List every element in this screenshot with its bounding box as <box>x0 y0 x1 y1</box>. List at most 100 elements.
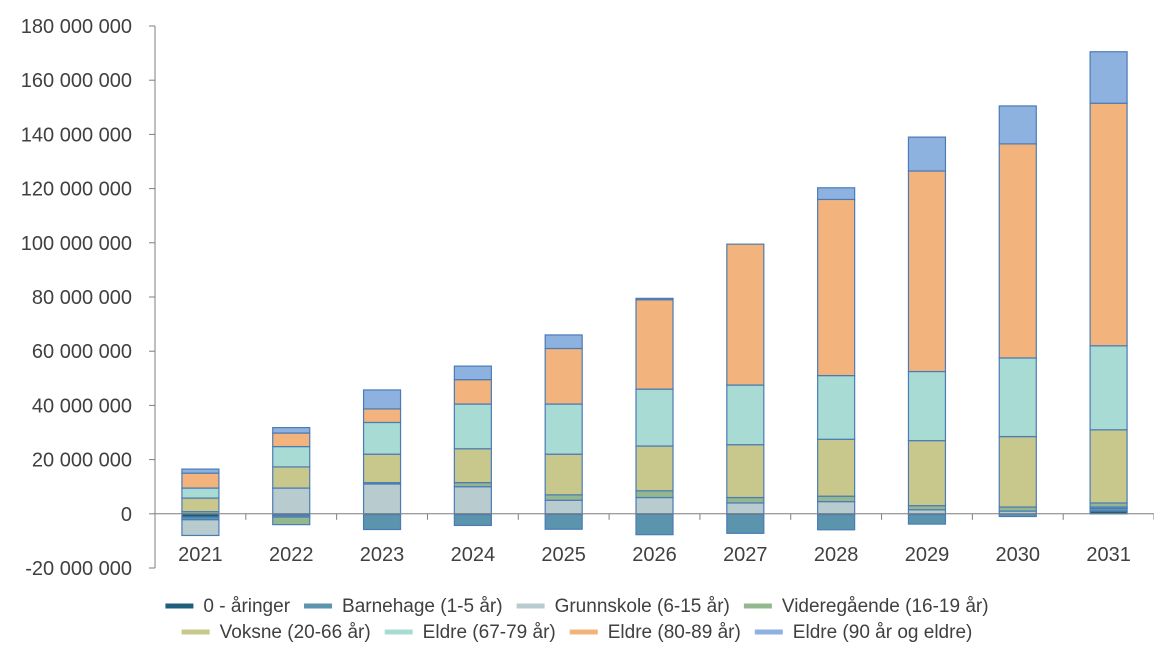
bar-segment-2030-s3 <box>998 506 1037 512</box>
bar-segment-2025-s6 <box>544 347 583 405</box>
bar-segment-2026-s5 <box>635 388 674 447</box>
bar-segment-2026-s4 <box>635 445 674 492</box>
bar-segment-2025-s1 <box>544 513 583 530</box>
bar-segment-2026-s2 <box>635 496 674 515</box>
bar-segment-2029-s3 <box>907 505 947 511</box>
bar-segment-2029-s4 <box>907 440 947 507</box>
bar-segment-2023-s6 <box>362 408 402 424</box>
bar-segment-2025-s7 <box>544 334 583 350</box>
bar-segment-2025-s4 <box>544 453 583 496</box>
bar-segment-2026-s6 <box>635 299 674 390</box>
bar-segment-2029-s2 <box>907 509 947 515</box>
legend-label: Videregående (16-19 år) <box>782 596 989 617</box>
bar-segment-2030-s6 <box>998 143 1037 359</box>
bar-segment-2027-s2 <box>726 502 765 515</box>
bar-segment-2024-s1 <box>453 514 492 527</box>
y-tick-label: 0 <box>121 504 132 526</box>
bars-layer <box>181 51 1128 537</box>
bar-segment-2021-s7 <box>181 468 220 474</box>
x-tick-label: 2031 <box>1086 544 1131 566</box>
bar-segment-2026-s3 <box>635 490 674 499</box>
legend-label: 0 - åringer <box>203 596 290 617</box>
bar-segment-2028-s2 <box>817 501 856 515</box>
bar-segment-2028-s1 <box>817 514 856 531</box>
bar-segment-2022-s5 <box>272 445 311 468</box>
bar-segment-2023-s5 <box>362 421 402 455</box>
axes-layer: -20 000 000 0 20 000 000 40 000 000 60 000 0… <box>21 16 1154 580</box>
bar-segment-2021-s4 <box>181 497 220 513</box>
bar-segment-2028-s7 <box>817 187 856 201</box>
legend: 0 - åringer Barnehage (1-5 år) Grunnskole … <box>165 596 989 643</box>
bar-segment-2024-s5 <box>453 403 492 450</box>
bar-segment-2022-s4 <box>272 466 311 489</box>
bar-segment-2028-s6 <box>817 198 856 377</box>
bar-segment-2028-s3 <box>817 495 856 503</box>
legend-label: Eldre (80-89 år) <box>608 622 741 643</box>
legend-label: Eldre (67-79 år) <box>423 622 556 643</box>
legend-label: Grunnskole (6-15 år) <box>555 596 730 617</box>
bar-segment-2030-s4 <box>998 435 1037 508</box>
bar-segment-2024-s6 <box>453 379 492 405</box>
bar-segment-2031-s6 <box>1089 102 1128 347</box>
bar-segment-2030-s5 <box>998 357 1037 438</box>
bar-segment-2025-s2 <box>544 499 583 515</box>
x-tick-label: 2029 <box>905 544 950 566</box>
y-tick-label: 80 000 000 <box>32 287 132 309</box>
bar-segment-2022-s7 <box>272 427 311 434</box>
x-tick-label: 2022 <box>269 544 314 566</box>
bar-segment-2024-s2 <box>453 486 492 515</box>
bar-segment-2021-s5 <box>181 487 220 499</box>
bar-segment-2024-s4 <box>453 448 492 484</box>
y-tick-label: 180 000 000 <box>21 16 132 38</box>
y-tick-label: 140 000 000 <box>21 124 132 146</box>
bar-segment-2022-s3 <box>272 516 311 526</box>
bar-segment-2021-s2 <box>181 519 220 537</box>
legend-label: Voksne (20-66 år) <box>220 622 371 643</box>
bar-segment-2027-s3 <box>726 496 765 504</box>
bar-segment-2027-s1 <box>726 513 765 534</box>
bar-segment-2031-s7 <box>1089 51 1128 104</box>
bar-segment-2022-s2 <box>272 487 311 515</box>
bar-segment-2027-s4 <box>726 444 765 499</box>
bar-segment-2023-s4 <box>362 453 402 484</box>
bar-segment-2031-s5 <box>1089 345 1128 431</box>
bar-segment-2026-s1 <box>635 513 674 536</box>
y-tick-label: 40 000 000 <box>32 395 132 417</box>
bar-segment-2029-s7 <box>907 136 947 172</box>
bar-segment-2029-s6 <box>907 170 947 373</box>
bar-segment-2025-s3 <box>544 494 583 501</box>
bar-segment-2027-s6 <box>726 243 765 386</box>
bar-segment-2029-s1 <box>907 514 947 525</box>
x-tick-label: 2023 <box>360 544 405 566</box>
bar-segment-2030-s7 <box>998 105 1037 145</box>
y-tick-label: 120 000 000 <box>21 179 132 201</box>
bar-segment-2022-s6 <box>272 432 311 448</box>
x-tick-label: 2030 <box>996 544 1041 566</box>
bar-segment-2028-s5 <box>817 374 856 440</box>
bar-segment-2028-s4 <box>817 438 856 497</box>
y-tick-label: 60 000 000 <box>32 341 132 363</box>
bar-segment-2029-s5 <box>907 370 947 442</box>
bar-segment-2031-s4 <box>1089 429 1128 504</box>
bar-segment-2031-s3 <box>1089 502 1128 508</box>
x-tick-label: 2025 <box>541 544 586 566</box>
bar-segment-2026-s7 <box>635 297 674 301</box>
legend-label: Barnehage (1-5 år) <box>342 596 503 617</box>
bar-segment-2023-s1 <box>362 514 402 531</box>
y-tick-label: 20 000 000 <box>32 450 132 472</box>
x-tick-label: 2026 <box>632 544 677 566</box>
bar-segment-2024-s7 <box>453 365 492 381</box>
x-tick-label: 2027 <box>723 544 768 566</box>
bar-segment-2025-s5 <box>544 403 583 455</box>
bar-segment-2023-s7 <box>362 389 402 410</box>
x-tick-label: 2021 <box>178 544 223 566</box>
x-tick-label: 2028 <box>814 544 859 566</box>
y-tick-label: 100 000 000 <box>21 233 132 255</box>
bar-segment-2023-s2 <box>362 483 402 515</box>
bar-segment-2021-s6 <box>181 472 220 489</box>
y-tick-label: -20 000 000 <box>25 558 132 580</box>
x-tick-label: 2024 <box>451 544 496 566</box>
bar-segment-2027-s5 <box>726 384 765 446</box>
legend-label: Eldre (90 år og eldre) <box>793 622 973 643</box>
